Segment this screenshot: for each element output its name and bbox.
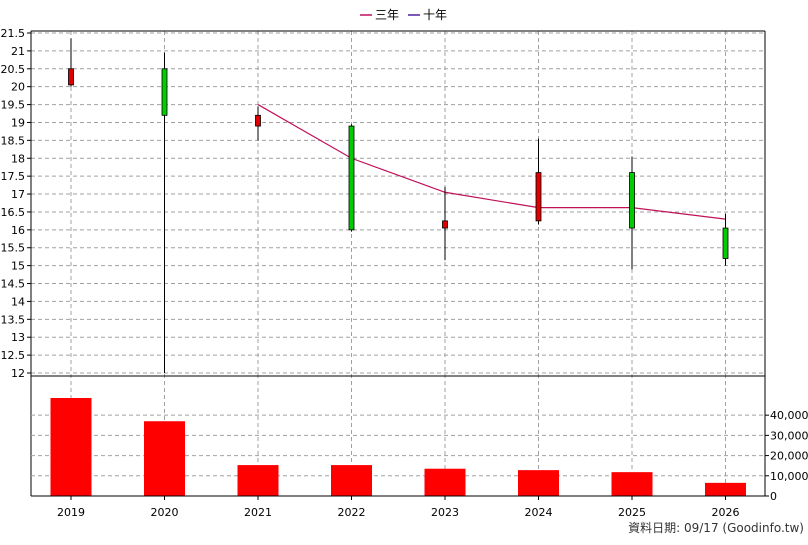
x-axis: 2019 2020 2021 2022 2023 2024 2025 2026	[57, 496, 740, 519]
price-y-tick-label: 12.5	[1, 349, 26, 362]
volume-bar	[705, 482, 746, 496]
legend-ten-year-label: 十年	[423, 8, 447, 22]
price-y-tick-label: 15	[11, 260, 25, 273]
price-y-tick-label: 17.5	[1, 170, 26, 183]
candle-body	[68, 68, 74, 86]
chart-legend: 三年 十年	[360, 8, 447, 22]
volume-y-tick-label: 20,000	[770, 450, 808, 463]
x-tick-label: 2024	[525, 506, 553, 519]
x-tick-label: 2026	[712, 506, 740, 519]
price-y-tick-label: 19.5	[1, 99, 26, 112]
price-y-tick-label: 16	[11, 224, 25, 237]
volume-y-tick-label: 30,000	[770, 429, 808, 442]
price-y-tick-label: 21	[11, 45, 25, 58]
x-tick-label: 2023	[431, 506, 459, 519]
footer-source: 資料日期: 09/17 (Goodinfo.tw)	[628, 521, 804, 535]
candle-body	[722, 227, 729, 259]
candle-body	[535, 172, 542, 222]
candle-body	[348, 125, 355, 231]
volume-y-tick-label: 40,000	[770, 409, 808, 422]
price-y-tick-label: 20	[11, 81, 25, 94]
legend-three-year-label: 三年	[375, 8, 399, 22]
price-y-tick-label: 20.5	[1, 63, 26, 76]
volume-y-tick-label: 10,000	[770, 470, 808, 483]
x-tick-label: 2025	[618, 506, 646, 519]
volume-bar	[144, 421, 185, 496]
volume-bar	[237, 465, 279, 496]
price-y-tick-label: 14	[11, 295, 25, 308]
x-tick-label: 2019	[57, 506, 85, 519]
price-y-tick-label: 16.5	[1, 206, 26, 219]
volume-bar	[518, 470, 559, 496]
three-year-line	[257, 104, 726, 220]
volume-panel: 0 10,000 20,000 30,000 40,000	[31, 375, 808, 503]
volume-bar	[331, 465, 372, 496]
price-y-tick-label: 13	[11, 331, 25, 344]
candle-body	[629, 172, 635, 229]
price-y-tick-label: 19	[11, 116, 25, 129]
price-y-tick-label: 17	[11, 188, 25, 201]
volume-bar	[424, 468, 466, 496]
candle-body	[161, 68, 168, 116]
price-y-tick-label: 18.5	[1, 134, 26, 147]
x-tick-label: 2021	[244, 506, 272, 519]
price-panel: 12 12.5 13 13.5 14 14.5 15 15.5 16 16.5 17 17.5 18 18…	[1, 27, 766, 496]
x-tick-label: 2020	[151, 506, 179, 519]
volume-bar	[50, 397, 92, 496]
price-y-tick-label: 13.5	[1, 313, 26, 326]
volume-bar	[611, 472, 653, 496]
price-y-tick-label: 21.5	[1, 27, 26, 40]
volume-y-tick-label: 0	[770, 490, 777, 503]
price-y-tick-label: 14.5	[1, 278, 26, 291]
x-tick-label: 2022	[338, 506, 366, 519]
candle-body	[442, 220, 448, 229]
price-y-tick-label: 15.5	[1, 242, 26, 255]
price-y-tick-label: 18	[11, 152, 25, 165]
price-y-tick-label: 12	[11, 367, 25, 380]
candle-body	[255, 114, 261, 127]
